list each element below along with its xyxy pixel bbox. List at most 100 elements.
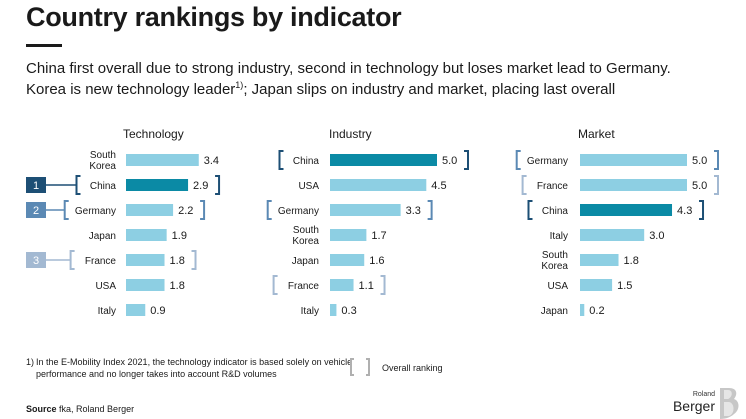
industry-value-china: 5.0 bbox=[442, 155, 457, 167]
industry-panel-title: Industry bbox=[329, 127, 372, 141]
market-label-japan: Japan bbox=[541, 306, 568, 317]
industry-value-france: 1.1 bbox=[359, 280, 374, 292]
market-bracket-right-germany bbox=[714, 150, 719, 170]
technology-bar-italy bbox=[126, 304, 146, 316]
technology-bar-usa bbox=[126, 279, 165, 291]
logo-berger: Berger bbox=[672, 398, 715, 414]
industry-bracket-right-france bbox=[380, 275, 386, 295]
subtitle-line-2: Korea is new technology leader1); Japan … bbox=[26, 80, 615, 98]
source-line: Source fka, Roland Berger bbox=[26, 404, 134, 414]
industry-value-italy: 0.3 bbox=[341, 305, 356, 317]
rank-number-2: 2 bbox=[33, 205, 39, 217]
market-value-south-korea: 1.8 bbox=[624, 255, 639, 267]
rank-box-3 bbox=[26, 252, 46, 268]
market-label-south-korea-line1: South bbox=[542, 250, 568, 261]
industry-label-south-korea-line2: Korea bbox=[292, 236, 319, 247]
technology-bracket-left-france bbox=[69, 250, 75, 270]
market-bar-france bbox=[580, 179, 687, 191]
legend-label: Overall ranking bbox=[382, 363, 443, 373]
market-label-china: China bbox=[542, 206, 569, 217]
industry-bracket-left-france bbox=[272, 275, 278, 295]
industry-label-france: France bbox=[288, 281, 320, 292]
subtitle-line-2-b: ; Japan slips on industry and market, pl… bbox=[243, 81, 616, 98]
source-text: fka, Roland Berger bbox=[59, 404, 135, 414]
technology-label-south-korea-line2: Korea bbox=[89, 161, 116, 172]
industry-bar-germany bbox=[330, 204, 401, 216]
market-bar-china bbox=[580, 204, 673, 216]
industry-bracket-right-germany bbox=[427, 200, 433, 220]
market-value-germany: 5.0 bbox=[692, 155, 707, 167]
technology-bar-china bbox=[126, 179, 189, 191]
industry-bracket-left-germany bbox=[266, 200, 272, 220]
roland-berger-logo: Roland Berger bbox=[660, 388, 746, 419]
industry-value-germany: 3.3 bbox=[406, 205, 421, 217]
industry-bar-china bbox=[330, 154, 437, 166]
market-label-italy: Italy bbox=[550, 231, 568, 242]
rank-box-2 bbox=[26, 202, 46, 218]
market-label-south-korea-line2: Korea bbox=[541, 261, 568, 272]
technology-bracket-right-germany bbox=[200, 200, 206, 220]
industry-bracket-left-china bbox=[278, 150, 284, 170]
industry-label-japan: Japan bbox=[292, 256, 319, 267]
industry-bracket-right-china bbox=[464, 150, 469, 170]
industry-bar-italy bbox=[330, 304, 337, 316]
market-label-usa: USA bbox=[547, 281, 568, 292]
footnote-number: 1) bbox=[26, 357, 35, 367]
footnote: 1) In the E-Mobility Index 2021, the tec… bbox=[26, 356, 356, 380]
subtitle-footnote-ref: 1) bbox=[235, 80, 244, 90]
technology-bar-south-korea bbox=[126, 154, 199, 166]
industry-label-germany: Germany bbox=[278, 206, 319, 217]
industry-bar-japan bbox=[330, 254, 365, 266]
market-bar-usa bbox=[580, 279, 613, 291]
legend-bracket-icon bbox=[350, 358, 370, 376]
technology-label-usa: USA bbox=[95, 281, 116, 292]
market-value-italy: 3.0 bbox=[649, 230, 664, 242]
market-value-china: 4.3 bbox=[677, 205, 692, 217]
industry-label-italy: Italy bbox=[301, 306, 319, 317]
market-bar-italy bbox=[580, 229, 645, 241]
market-bracket-left-france bbox=[521, 175, 527, 195]
technology-value-south-korea: 3.4 bbox=[204, 155, 219, 167]
technology-value-japan: 1.9 bbox=[172, 230, 187, 242]
industry-bar-france bbox=[330, 279, 354, 291]
technology-value-china: 2.9 bbox=[193, 180, 208, 192]
market-bracket-right-china bbox=[699, 200, 705, 220]
market-label-germany: Germany bbox=[527, 156, 568, 167]
market-value-usa: 1.5 bbox=[617, 280, 632, 292]
source-label: Source bbox=[26, 404, 57, 414]
technology-bracket-left-china bbox=[75, 175, 81, 195]
industry-bar-usa bbox=[330, 179, 427, 191]
page-title: Country rankings by indicator bbox=[26, 2, 402, 32]
technology-value-italy: 0.9 bbox=[150, 305, 165, 317]
market-panel-title: Market bbox=[578, 127, 615, 141]
footnote-text: In the E-Mobility Index 2021, the techno… bbox=[36, 357, 353, 379]
technology-label-china: China bbox=[90, 181, 117, 192]
market-bar-japan bbox=[580, 304, 585, 316]
technology-panel-title: Technology bbox=[123, 127, 184, 141]
rank-box-1 bbox=[26, 177, 46, 193]
logo-roland: Roland bbox=[692, 391, 715, 398]
rank-number-1: 1 bbox=[33, 180, 39, 192]
title-underline bbox=[26, 44, 62, 47]
technology-value-germany: 2.2 bbox=[178, 205, 193, 217]
technology-bar-japan bbox=[126, 229, 167, 241]
technology-label-france: France bbox=[85, 256, 117, 267]
technology-label-italy: Italy bbox=[98, 306, 116, 317]
subtitle-line-1: China first overall due to strong indust… bbox=[26, 60, 671, 77]
technology-value-france: 1.8 bbox=[170, 255, 185, 267]
industry-label-south-korea-line1: South bbox=[293, 225, 319, 236]
logo-b-mark-icon bbox=[720, 388, 739, 419]
rankings-chart: Technology3.4SouthKorea2.9China12.2Germa… bbox=[26, 127, 719, 317]
market-bar-south-korea bbox=[580, 254, 619, 266]
technology-bracket-left-germany bbox=[63, 200, 69, 220]
market-bar-germany bbox=[580, 154, 687, 166]
market-value-japan: 0.2 bbox=[589, 305, 604, 317]
industry-bar-south-korea bbox=[330, 229, 367, 241]
market-label-france: France bbox=[537, 181, 569, 192]
industry-value-south-korea: 1.7 bbox=[371, 230, 386, 242]
technology-label-south-korea-line1: South bbox=[90, 150, 116, 161]
technology-bracket-right-france bbox=[191, 250, 197, 270]
industry-label-usa: USA bbox=[298, 181, 319, 192]
industry-value-japan: 1.6 bbox=[369, 255, 384, 267]
technology-bar-france bbox=[126, 254, 165, 266]
